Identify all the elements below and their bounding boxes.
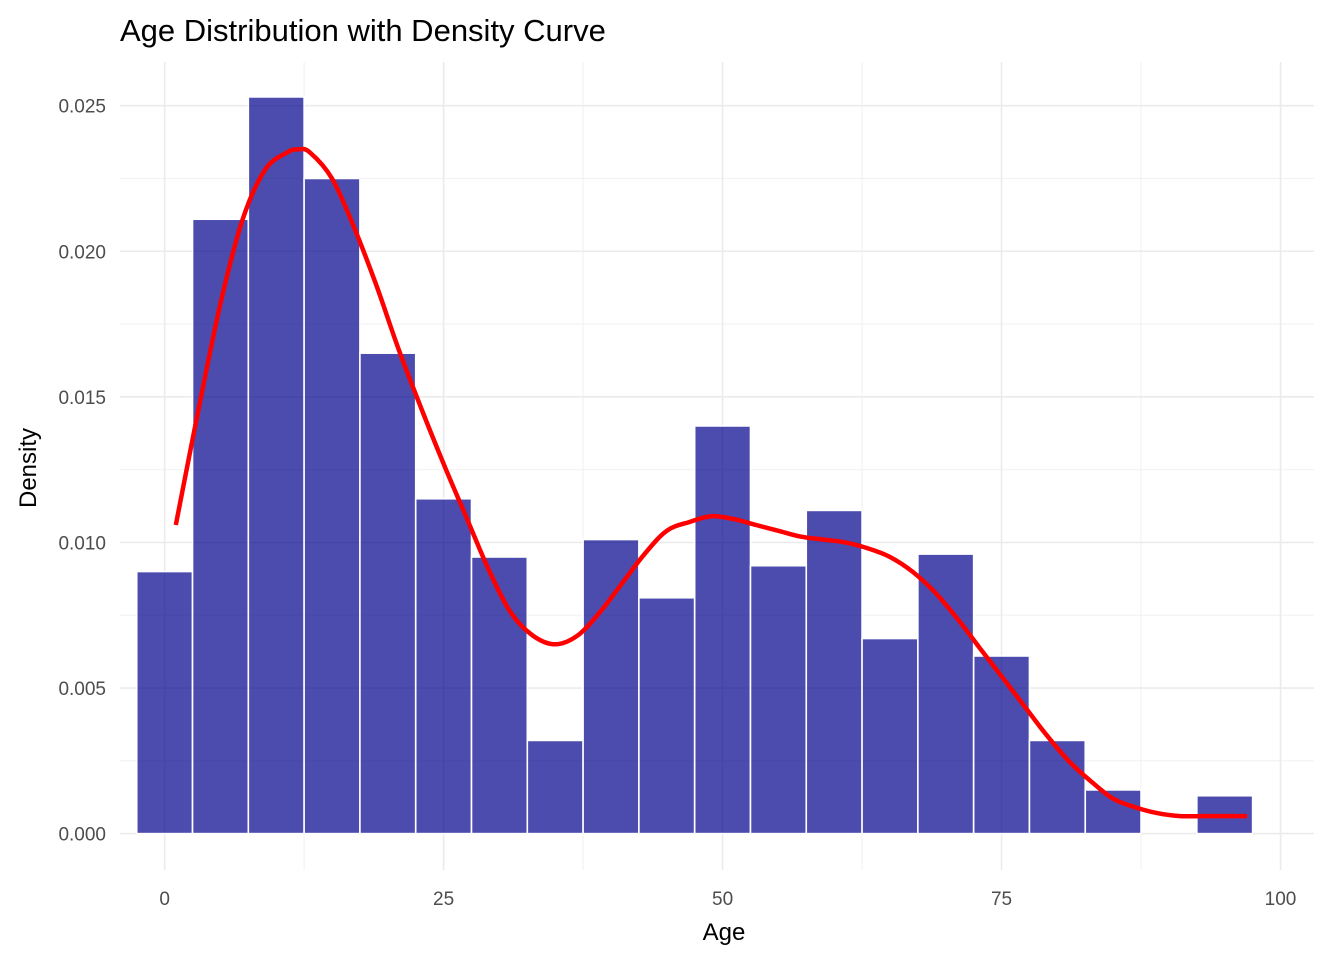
histogram-bar — [414, 497, 473, 835]
density-curve — [173, 146, 1247, 819]
x-axis-ticks: 0 25 50 75 100 — [159, 889, 1296, 910]
x-tick-label: 75 — [991, 889, 1012, 910]
x-tick-label: 50 — [712, 889, 733, 910]
histogram-bar — [917, 553, 975, 835]
y-axis-title: Density — [15, 428, 42, 508]
histogram-bar — [359, 352, 417, 835]
histogram-bar — [749, 564, 808, 835]
histogram-bar — [972, 655, 1031, 835]
histogram-bar — [303, 177, 361, 835]
histogram-bar — [693, 425, 752, 835]
histogram-bar — [1028, 739, 1087, 835]
histogram-bar — [861, 637, 919, 835]
histogram-bar — [135, 570, 194, 835]
histogram-bar — [247, 96, 305, 835]
y-axis-ticks: 0.000 0.005 0.010 0.015 0.020 0.025 — [58, 97, 106, 846]
histogram-bar — [805, 509, 863, 835]
y-tick-label: 0.020 — [58, 242, 106, 263]
histogram-bar — [526, 739, 584, 835]
y-tick-label: 0.015 — [58, 388, 106, 409]
chart-title: Age Distribution with Density Curve — [120, 13, 606, 48]
x-tick-label: 0 — [159, 889, 170, 910]
x-tick-label: 100 — [1265, 889, 1297, 910]
y-tick-label: 0.005 — [58, 679, 106, 700]
density-curve-layer — [173, 146, 1247, 819]
y-tick-label: 0.000 — [58, 825, 106, 846]
histogram-bar — [470, 556, 529, 835]
histogram-bars — [135, 96, 1254, 835]
histogram-bar — [191, 218, 250, 835]
x-tick-label: 25 — [433, 889, 454, 910]
histogram-bar — [582, 538, 640, 835]
histogram-bar — [638, 596, 696, 835]
x-axis-title: Age — [703, 919, 746, 946]
y-tick-label: 0.010 — [58, 533, 106, 554]
y-tick-label: 0.025 — [58, 97, 106, 118]
